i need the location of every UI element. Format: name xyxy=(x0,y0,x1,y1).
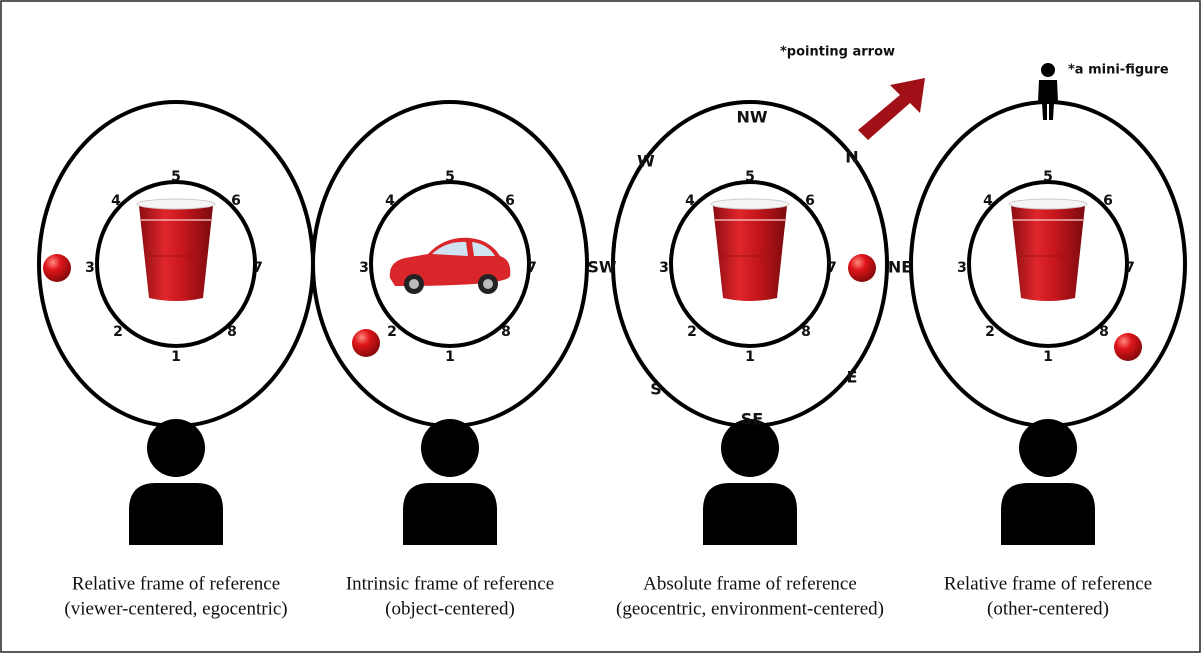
position-label: 2 xyxy=(387,324,397,340)
position-label: 5 xyxy=(171,169,181,185)
position-label: 6 xyxy=(805,193,815,209)
position-label: 2 xyxy=(985,324,995,340)
position-label: 8 xyxy=(501,324,511,340)
caption: Absolute frame of reference xyxy=(643,573,857,594)
car xyxy=(389,237,511,294)
compass-label: N xyxy=(845,148,858,167)
position-label: 7 xyxy=(1125,260,1135,276)
position-label: 1 xyxy=(1043,349,1053,365)
inner-ring xyxy=(967,180,1129,348)
caption: (geocentric, environment-centered) xyxy=(616,598,884,619)
position-label: 8 xyxy=(1099,324,1109,340)
position-label: 4 xyxy=(385,193,395,209)
caption: (other-centered) xyxy=(987,598,1109,619)
compass-label: S xyxy=(650,380,662,399)
caption: Intrinsic frame of reference xyxy=(346,573,554,594)
position-label: 3 xyxy=(85,260,95,276)
cup xyxy=(710,198,790,302)
position-label: 5 xyxy=(445,169,455,185)
caption: Relative frame of reference xyxy=(944,573,1152,594)
cup xyxy=(1008,198,1088,302)
ball xyxy=(848,254,876,282)
mini-figure xyxy=(1038,63,1058,120)
position-label: 2 xyxy=(687,324,697,340)
ball xyxy=(352,329,380,357)
annotation: *a mini-figure xyxy=(1068,63,1169,78)
position-label: 4 xyxy=(983,193,993,209)
position-label: 8 xyxy=(801,324,811,340)
position-label: 4 xyxy=(685,193,695,209)
position-label: 5 xyxy=(745,169,755,185)
position-label: 7 xyxy=(527,260,537,276)
cup xyxy=(136,198,216,302)
position-label: 8 xyxy=(227,324,237,340)
person-icon xyxy=(703,419,797,545)
caption: Relative frame of reference xyxy=(72,573,280,594)
caption: (viewer-centered, egocentric) xyxy=(64,598,287,619)
compass-label: SE xyxy=(741,410,763,429)
inner-ring xyxy=(669,180,831,348)
person-icon xyxy=(403,419,497,545)
ball xyxy=(1114,333,1142,361)
compass-label: SW xyxy=(587,258,617,277)
position-label: 5 xyxy=(1043,169,1053,185)
position-label: 1 xyxy=(171,349,181,365)
position-label: 7 xyxy=(827,260,837,276)
position-label: 3 xyxy=(957,260,967,276)
ball xyxy=(43,254,71,282)
inner-ring xyxy=(95,180,257,348)
person-icon xyxy=(1001,419,1095,545)
position-label: 3 xyxy=(359,260,369,276)
compass-label: E xyxy=(847,368,858,387)
compass-label: NW xyxy=(736,108,767,127)
annotation: *pointing arrow xyxy=(780,45,895,60)
position-label: 6 xyxy=(231,193,241,209)
inner-ring xyxy=(369,180,531,348)
position-label: 1 xyxy=(445,349,455,365)
position-label: 3 xyxy=(659,260,669,276)
compass-label: W xyxy=(637,152,655,171)
position-label: 1 xyxy=(745,349,755,365)
position-label: 6 xyxy=(1103,193,1113,209)
pointing-arrow xyxy=(858,78,925,140)
person-icon xyxy=(129,419,223,545)
position-label: 7 xyxy=(253,260,263,276)
position-label: 4 xyxy=(111,193,121,209)
caption: (object-centered) xyxy=(385,598,515,619)
position-label: 6 xyxy=(505,193,515,209)
position-label: 2 xyxy=(113,324,123,340)
compass-label: NE xyxy=(888,258,912,277)
